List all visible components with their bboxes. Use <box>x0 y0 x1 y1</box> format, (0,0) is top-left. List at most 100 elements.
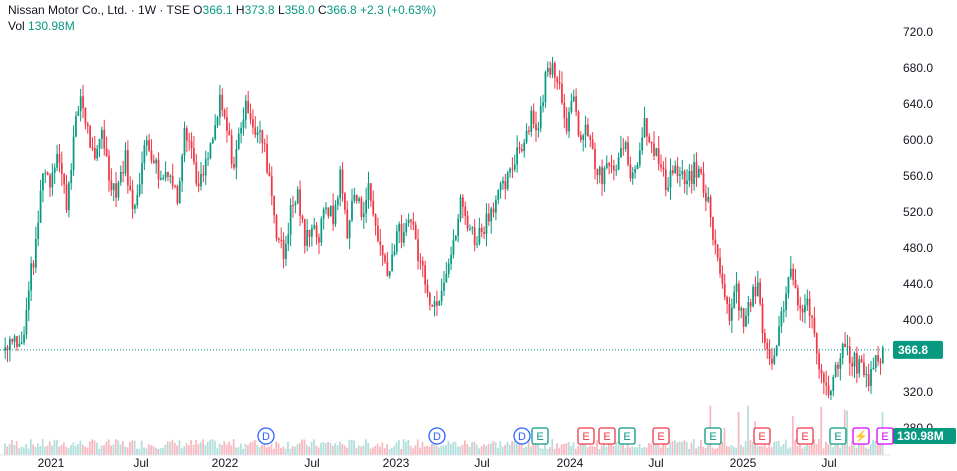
volume-bar <box>8 443 11 455</box>
earnings-event-marker[interactable] <box>618 427 636 445</box>
candle-body <box>775 345 778 356</box>
volume-bar <box>728 446 731 455</box>
candle-body <box>11 339 14 342</box>
candle-body <box>256 132 259 135</box>
dividend-event-marker[interactable] <box>257 427 275 445</box>
candle-body <box>863 362 865 375</box>
candle-body <box>223 109 226 118</box>
candle-body <box>84 107 87 124</box>
earnings-event-marker[interactable] <box>796 427 814 445</box>
volume-bar <box>518 442 521 455</box>
candle-body <box>780 311 783 327</box>
candle-body <box>143 145 146 164</box>
split-event-marker[interactable] <box>852 427 870 445</box>
volume-bar <box>678 441 681 455</box>
candle-body <box>414 224 417 240</box>
symbol-title[interactable]: Nissan Motor Co., Ltd. · 1W · TSE <box>8 3 190 17</box>
volume-bar <box>360 446 363 455</box>
candle-body <box>523 142 526 152</box>
candle-body <box>627 142 629 165</box>
candle-body <box>655 148 658 156</box>
volume-bar <box>428 446 431 455</box>
candle-body <box>570 101 573 112</box>
earnings-event-marker[interactable] <box>753 427 771 445</box>
candle-body <box>709 196 712 218</box>
volume-bar <box>145 448 148 455</box>
earnings-event-marker[interactable] <box>652 427 670 445</box>
volume-bar <box>834 439 837 455</box>
volume-bar <box>789 447 792 455</box>
candle-body <box>160 178 162 180</box>
earnings-event-marker[interactable] <box>704 427 722 445</box>
candle-body <box>877 355 879 362</box>
candle-body <box>233 163 235 168</box>
dividend-event-marker[interactable] <box>428 427 446 445</box>
candle-body <box>669 170 672 188</box>
volume-bar <box>84 446 86 455</box>
volume-bar <box>692 439 695 455</box>
volume-bar <box>735 448 738 455</box>
candle-body <box>443 282 445 291</box>
volume-bar <box>376 443 379 455</box>
volume-bar <box>341 443 344 455</box>
volume-bar <box>112 444 115 455</box>
volume-bar <box>121 441 124 455</box>
candle-body <box>318 237 320 243</box>
volume-bar <box>650 443 653 455</box>
volume-bar <box>508 444 511 455</box>
volume-bar <box>339 441 341 455</box>
split-event-marker[interactable] <box>876 427 894 445</box>
open-value: 366.1 <box>202 3 233 17</box>
change-value: +2.3 (+0.63%) <box>360 3 437 17</box>
volume-bar <box>707 440 709 455</box>
volume-bar <box>466 444 469 455</box>
candle-body <box>848 346 851 364</box>
candle-body <box>18 343 21 347</box>
volume-bar <box>67 448 70 455</box>
volume-bar <box>744 440 747 455</box>
volume-bar <box>254 439 256 455</box>
candle-body <box>568 111 570 132</box>
volume-bar <box>44 446 46 455</box>
candle-body <box>329 205 332 217</box>
candle-body <box>471 227 474 229</box>
candle-body <box>183 128 186 156</box>
earnings-event-marker[interactable] <box>531 427 549 445</box>
volume-bar <box>586 447 589 455</box>
candle-body <box>322 209 325 219</box>
volume-bar <box>780 446 782 455</box>
price-axis[interactable] <box>890 0 957 471</box>
candle-body <box>164 171 167 178</box>
volume-bar <box>119 444 122 455</box>
candle-body <box>509 168 511 173</box>
candle-body <box>178 181 181 204</box>
volume-bar <box>296 444 299 455</box>
candle-body <box>596 169 599 176</box>
earnings-event-marker[interactable] <box>598 427 616 445</box>
candle-body <box>42 173 44 191</box>
candle-body <box>433 301 436 307</box>
volume-bar <box>657 443 660 455</box>
volume-bar <box>388 448 391 455</box>
volume-bar <box>136 448 138 455</box>
candle-body <box>124 150 127 174</box>
candle-body <box>579 135 582 140</box>
event-marker-label: E <box>603 431 610 443</box>
dividend-event-marker[interactable] <box>513 427 531 445</box>
volume-bar <box>820 406 823 455</box>
candle-body <box>247 100 250 114</box>
volume-bar <box>777 440 780 455</box>
candle-body <box>377 225 379 242</box>
candle-body <box>311 228 313 237</box>
candle-body <box>16 336 18 347</box>
volume-bar <box>815 444 818 455</box>
earnings-event-marker[interactable] <box>829 427 847 445</box>
earnings-event-marker[interactable] <box>577 427 595 445</box>
volume-bar <box>577 445 580 455</box>
candle-body <box>605 163 608 168</box>
volume-bar <box>808 445 811 455</box>
candle-body <box>469 228 471 230</box>
candle-body <box>167 171 169 177</box>
event-marker-label: E <box>657 431 664 443</box>
